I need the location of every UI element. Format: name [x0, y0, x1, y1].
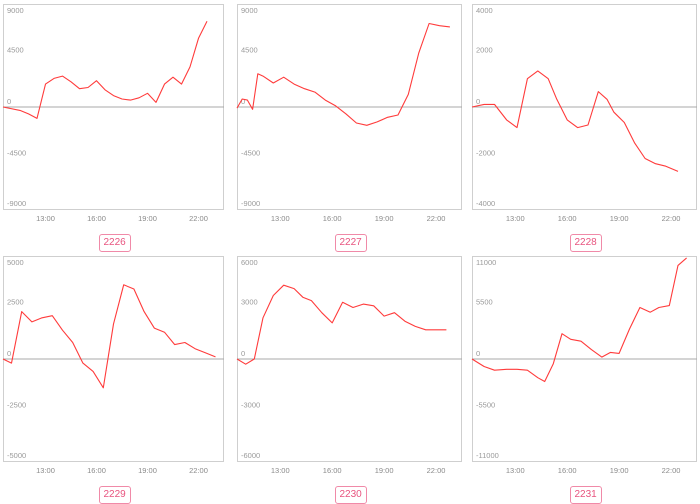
y-tick-label: 0	[476, 349, 480, 358]
y-tick-label: 9000	[241, 6, 258, 15]
series-line	[471, 70, 679, 172]
x-tick-label: 16:00	[323, 214, 342, 223]
y-tick-label: 3000	[241, 298, 258, 307]
chart-panel-2227: 9000 4500 0 -4500 -9000 13:00 16:00 19:00 22:00 2…	[236, 4, 462, 252]
x-tick-label: 16:00	[558, 466, 577, 475]
y-tick-label: -4000	[476, 199, 495, 208]
x-tick-label: 16:00	[87, 466, 106, 475]
series-line	[236, 22, 450, 126]
line-chart: 11000 5500 0 -5500 -11000 13:00 16:00 19:00 22:0…	[471, 256, 697, 475]
y-tick-label: 0	[7, 349, 11, 358]
x-tick-label: 19:00	[138, 466, 157, 475]
line-chart: 5000 2500 0 -2500 -5000 13:00 16:00 19:00 22:00	[2, 256, 224, 475]
y-tick-label: 11000	[476, 258, 496, 267]
x-tick-label: 22:00	[427, 466, 446, 475]
chart-panel-2229: 5000 2500 0 -2500 -5000 13:00 16:00 19:00 22:00 2…	[2, 256, 224, 504]
y-tick-label: -4500	[7, 149, 26, 158]
chart-panel-2231: 11000 5500 0 -5500 -11000 13:00 16:00 19:00 22:0…	[471, 256, 697, 504]
y-tick-label: 6000	[241, 258, 258, 267]
y-tick-label: -2000	[476, 149, 495, 158]
y-tick-label: 0	[7, 97, 11, 106]
x-tick-label: 22:00	[189, 466, 208, 475]
y-tick-label: -5500	[476, 401, 495, 410]
y-tick-label: -2500	[7, 401, 26, 410]
series-line	[2, 20, 208, 119]
x-tick-label: 22:00	[662, 214, 681, 223]
line-chart: 6000 3000 0 -3000 -6000 13:00 16:00 19:00 22:00	[236, 256, 462, 475]
chart-id-badge[interactable]: 2230	[334, 486, 367, 504]
series-line	[236, 284, 447, 365]
x-tick-label: 22:00	[427, 214, 446, 223]
y-tick-label: 2500	[7, 298, 24, 307]
line-chart: 9000 4500 0 -4500 -9000 13:00 16:00 19:00 22:00	[2, 4, 224, 223]
chart-panel-2230: 6000 3000 0 -3000 -6000 13:00 16:00 19:00 22:00 2…	[236, 256, 462, 504]
x-tick-label: 13:00	[271, 466, 290, 475]
x-tick-label: 13:00	[271, 214, 290, 223]
y-tick-label: 0	[241, 349, 245, 358]
x-tick-label: 16:00	[558, 214, 577, 223]
chart-panel-2228: 4000 2000 0 -2000 -4000 13:00 16:00 19:00 22:00 2…	[471, 4, 697, 252]
x-tick-label: 13:00	[36, 214, 55, 223]
y-tick-label: -11000	[476, 451, 499, 460]
y-tick-label: 2000	[476, 46, 493, 55]
x-tick-label: 13:00	[36, 466, 55, 475]
series-line	[2, 284, 216, 389]
chart-id-badge[interactable]: 2231	[569, 486, 602, 504]
y-tick-label: -5000	[7, 451, 26, 460]
x-tick-label: 13:00	[506, 214, 525, 223]
y-tick-label: 5000	[7, 258, 24, 267]
chart-panel-2226: 9000 4500 0 -4500 -9000 13:00 16:00 19:00 22:00 2…	[2, 4, 224, 252]
chart-id-badge[interactable]: 2229	[98, 486, 131, 504]
x-tick-label: 16:00	[323, 466, 342, 475]
x-tick-label: 19:00	[375, 214, 394, 223]
y-tick-label: -4500	[241, 149, 260, 158]
y-tick-label: -3000	[241, 401, 260, 410]
y-tick-label: 0	[476, 97, 480, 106]
line-chart: 4000 2000 0 -2000 -4000 13:00 16:00 19:00 22:00	[471, 4, 697, 223]
x-tick-label: 22:00	[662, 466, 681, 475]
x-tick-label: 19:00	[610, 466, 629, 475]
line-chart: 9000 4500 0 -4500 -9000 13:00 16:00 19:00 22:00	[236, 4, 462, 223]
x-tick-label: 19:00	[375, 466, 394, 475]
y-tick-label: 0	[241, 97, 245, 106]
x-tick-label: 16:00	[87, 214, 106, 223]
y-tick-label: 4500	[7, 46, 24, 55]
x-tick-label: 19:00	[610, 214, 629, 223]
y-tick-label: 4000	[476, 6, 493, 15]
y-tick-label: 9000	[7, 6, 24, 15]
chart-id-badge[interactable]: 2226	[98, 234, 131, 252]
y-tick-label: -9000	[7, 199, 26, 208]
series-line	[471, 257, 687, 383]
y-tick-label: 5500	[476, 298, 493, 307]
x-tick-label: 13:00	[506, 466, 525, 475]
y-tick-label: 4500	[241, 46, 258, 55]
y-tick-label: -9000	[241, 199, 260, 208]
chart-id-badge[interactable]: 2228	[569, 234, 602, 252]
x-tick-label: 19:00	[138, 214, 157, 223]
chart-id-badge[interactable]: 2227	[334, 234, 367, 252]
y-tick-label: -6000	[241, 451, 260, 460]
x-tick-label: 22:00	[189, 214, 208, 223]
